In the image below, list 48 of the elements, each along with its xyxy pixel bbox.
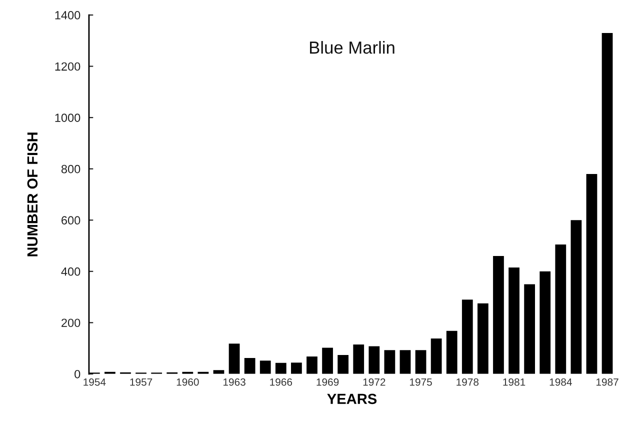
x-tick-label: 1987 <box>596 378 618 386</box>
bar <box>228 344 240 374</box>
y-tick-label: 400 <box>61 267 80 276</box>
bar <box>400 350 411 374</box>
bar <box>260 360 271 374</box>
y-tick-label: 1400 <box>55 11 80 20</box>
x-tick-label: 1969 <box>316 378 339 386</box>
bar <box>338 354 349 374</box>
bar <box>322 348 333 374</box>
x-tick-label: 1963 <box>223 378 246 386</box>
bar <box>508 268 520 374</box>
x-tick-label: 1957 <box>130 378 152 386</box>
bar <box>415 350 426 374</box>
x-tick-label: 1978 <box>456 378 479 386</box>
y-tick-label: 600 <box>62 216 80 225</box>
bar <box>555 244 566 374</box>
bar <box>306 356 318 374</box>
bar <box>430 338 442 374</box>
bar <box>462 300 473 374</box>
y-tick-label: 1000 <box>55 114 80 122</box>
bar <box>586 174 598 374</box>
x-tick-label: 1972 <box>363 378 386 386</box>
bar <box>493 256 504 374</box>
bar <box>244 358 256 374</box>
x-tick-label: 1975 <box>410 378 432 386</box>
bar <box>368 346 380 374</box>
bar <box>353 344 364 374</box>
y-tick-label: 800 <box>61 164 80 174</box>
x-axis-title: YEARS <box>327 394 377 404</box>
y-tick-label: 0 <box>74 370 80 378</box>
bar <box>570 220 582 374</box>
bar <box>275 362 286 374</box>
text: Blue Marlin <box>310 41 394 54</box>
x-tick-label: 1960 <box>176 378 199 386</box>
bar <box>478 303 488 374</box>
x-tick-label: 1984 <box>550 378 572 386</box>
y-tick-label: 200 <box>62 318 80 328</box>
bar <box>602 32 613 374</box>
y-axis-title: NUMBER OF FISH <box>27 132 38 256</box>
x-tick-label: 1954 <box>84 378 106 386</box>
x-tick-label: 1981 <box>503 378 526 386</box>
y-tick-label: 1200 <box>55 62 80 71</box>
x-tick-label: 1966 <box>270 378 292 386</box>
bar <box>446 330 458 374</box>
bar <box>384 350 396 374</box>
bar <box>540 271 551 374</box>
bar <box>291 362 302 374</box>
bar <box>524 284 536 374</box>
